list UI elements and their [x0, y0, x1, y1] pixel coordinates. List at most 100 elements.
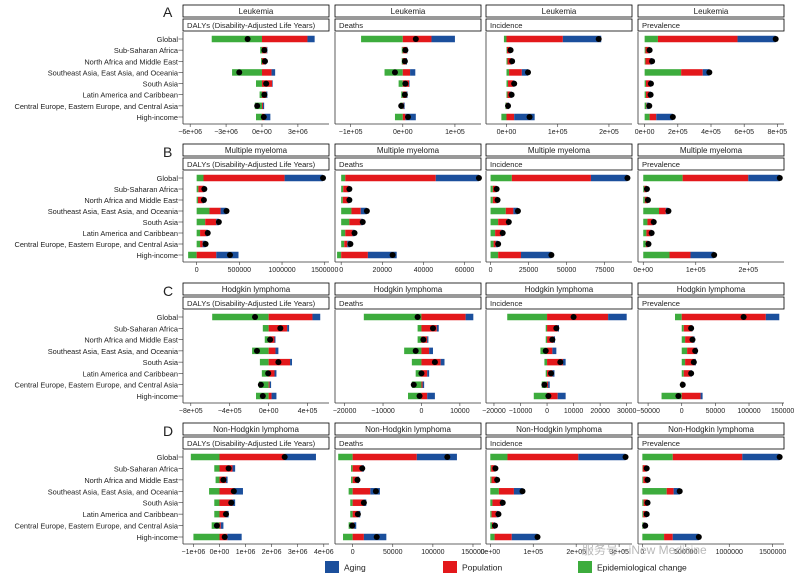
region-label: Central Europe, Eastern Europe, and Cent…: [14, 381, 178, 390]
legend-swatch: [443, 561, 457, 573]
total-change-dot: [492, 522, 499, 529]
subplot: Multiple myeloma Deaths 0 20000 40000 60000: [334, 143, 482, 274]
region-label: Global: [157, 313, 179, 322]
epidemiological-change-bar: [545, 370, 548, 377]
total-change-dot: [495, 241, 502, 247]
metric-strip-label: Deaths: [339, 21, 363, 30]
subplot: Leukemia Prevalence 0e+00 2e+05 4e+05 6e+05 8e…: [635, 4, 787, 136]
population-bar: [352, 533, 364, 541]
epidemiological-change-bar: [408, 392, 422, 400]
x-tick-label: 500000: [674, 549, 697, 556]
aging-bar: [513, 488, 523, 495]
population-bar: [349, 218, 361, 226]
total-change-dot: [647, 80, 654, 87]
population-bar: [268, 392, 272, 400]
epidemiological-change-bar: [256, 113, 262, 121]
total-change-dot: [492, 465, 499, 472]
metric-strip-label: Deaths: [339, 299, 363, 308]
population-bar: [687, 347, 696, 355]
total-change-dot: [643, 186, 650, 192]
disease-strip-label: Leukemia: [542, 7, 577, 16]
region-label: Central Europe, Eastern Europe, and Cent…: [14, 522, 178, 531]
total-change-dot: [525, 69, 532, 76]
epidemiological-change-bar: [188, 251, 197, 259]
population-bar: [421, 347, 430, 355]
disease-strip-label: Leukemia: [694, 7, 729, 16]
metric-strip: [637, 18, 785, 32]
epidemiological-change-bar: [661, 392, 682, 400]
total-change-dot: [507, 47, 514, 54]
total-change-dot: [414, 314, 421, 320]
x-tick-label: 0: [680, 408, 684, 415]
disease-strip: [182, 4, 330, 18]
total-change-dot: [499, 230, 506, 236]
population-bar: [203, 174, 285, 182]
epidemiological-change-bar: [260, 46, 262, 54]
metric-strip-label: Prevalence: [642, 21, 680, 30]
population-bar: [351, 207, 361, 215]
total-change-dot: [505, 102, 512, 109]
total-change-dot: [275, 359, 282, 366]
epidemiological-change-bar: [490, 207, 506, 215]
population-bar: [268, 381, 270, 388]
total-change-dot: [254, 102, 261, 109]
x-tick-label: −1e+05: [339, 129, 363, 136]
total-change-dot: [230, 488, 237, 495]
region-label: North Africa and Middle East: [84, 57, 178, 66]
epidemiological-change-bar: [196, 207, 210, 215]
total-change-dot: [223, 511, 230, 518]
x-tick-label: 0: [419, 408, 423, 415]
x-tick-label: 1500000: [759, 549, 786, 556]
epidemiological-change-bar: [196, 240, 201, 248]
metric-strip-label: Deaths: [339, 160, 363, 169]
epidemiological-change-bar: [214, 510, 220, 518]
total-change-dot: [402, 80, 409, 87]
population-bar: [646, 229, 651, 237]
total-change-dot: [261, 58, 268, 65]
metric-strip-label: DALYs (Disability-Adjusted Life Years): [187, 21, 316, 30]
epidemiological-change-bar: [644, 113, 650, 121]
total-change-dot: [418, 370, 425, 377]
aging-bar: [562, 35, 602, 43]
metric-strip-label: DALYs (Disability-Adjusted Life Years): [187, 160, 316, 169]
population-bar: [547, 358, 563, 366]
aging-bar: [272, 80, 273, 87]
epidemiological-change-bar: [501, 113, 507, 121]
region-label: Latin America and Caribbean: [83, 510, 178, 519]
x-tick-label: 0e+00: [497, 129, 517, 136]
total-change-dot: [349, 522, 356, 529]
population-bar: [649, 113, 657, 121]
x-tick-label: 2e+05: [599, 129, 619, 136]
disease-strip: [334, 143, 482, 157]
total-change-dot: [519, 488, 526, 495]
total-change-dot: [226, 252, 233, 258]
total-change-dot: [346, 197, 353, 203]
legend: Aging Population Epidemiological change: [325, 561, 687, 573]
population-bar: [219, 499, 233, 506]
disease-strip-label: Hodgkin lymphoma: [677, 285, 746, 294]
subplot: Hodgkin lymphoma Prevalence −50000 0 50000 10…: [636, 282, 794, 415]
x-tick-label: 3e+06: [288, 549, 308, 556]
region-label: Sub-Saharan Africa: [114, 324, 179, 333]
subplot: Hodgkin lymphoma DALYs (Disability-Adjust…: [179, 282, 330, 415]
aging-bar: [360, 207, 367, 215]
total-change-dot: [649, 58, 656, 65]
epidemiological-change-bar: [506, 46, 508, 54]
epidemiological-change-bar: [361, 35, 403, 43]
population-bar: [685, 358, 695, 366]
metric-strip: [637, 157, 785, 171]
panel-C: C Global Sub-Saharan Africa North Africa an…: [14, 282, 794, 415]
panel-A: A Global Sub-Saharan Africa North Africa an…: [14, 4, 787, 136]
population-bar: [647, 218, 653, 226]
epidemiological-change-bar: [417, 325, 422, 332]
epidemiological-change-bar: [643, 185, 645, 193]
x-tick-label: −50000: [636, 408, 660, 415]
metric-strip: [334, 157, 482, 171]
total-change-dot: [225, 465, 232, 472]
population-bar: [491, 510, 497, 518]
total-change-dot: [420, 336, 427, 343]
aging-bar: [284, 453, 316, 461]
epidemiological-change-bar: [644, 91, 646, 98]
epidemiological-change-bar: [545, 336, 548, 343]
epidemiological-change-bar: [506, 80, 509, 87]
